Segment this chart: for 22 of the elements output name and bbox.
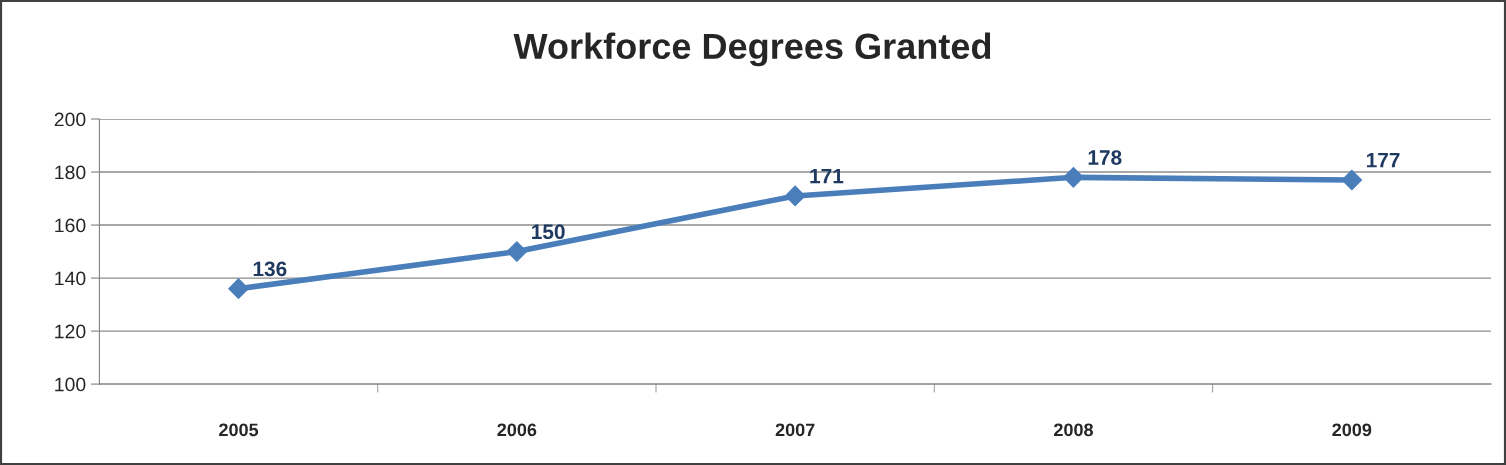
point	[228, 278, 249, 300]
y-tick-label: 180	[55, 165, 86, 180]
data-label: 136	[253, 261, 287, 277]
y-tick-label: 200	[54, 112, 86, 127]
data-label: 150	[532, 224, 565, 240]
point	[1341, 169, 1363, 191]
x-tick-label: 2005	[219, 423, 259, 437]
x-tick-label: 2006	[497, 423, 537, 437]
y-tick-label: 120	[55, 324, 86, 339]
point	[1063, 167, 1084, 188]
y-tick-label: 160	[55, 218, 86, 233]
x-tick-label: 2008	[1054, 423, 1094, 437]
chart-title: Workforce Degrees Granted	[513, 32, 991, 67]
x-tick-label: 2009	[1332, 423, 1372, 437]
point	[784, 185, 806, 207]
data-label: 171	[810, 168, 844, 184]
y-tick-label: 140	[55, 271, 86, 286]
y-tick-label: 100	[55, 377, 86, 392]
data-label: 177	[1366, 153, 1400, 168]
point	[506, 241, 528, 262]
x-tick-label: 2007	[775, 423, 815, 437]
data-label: 178	[1088, 150, 1122, 165]
